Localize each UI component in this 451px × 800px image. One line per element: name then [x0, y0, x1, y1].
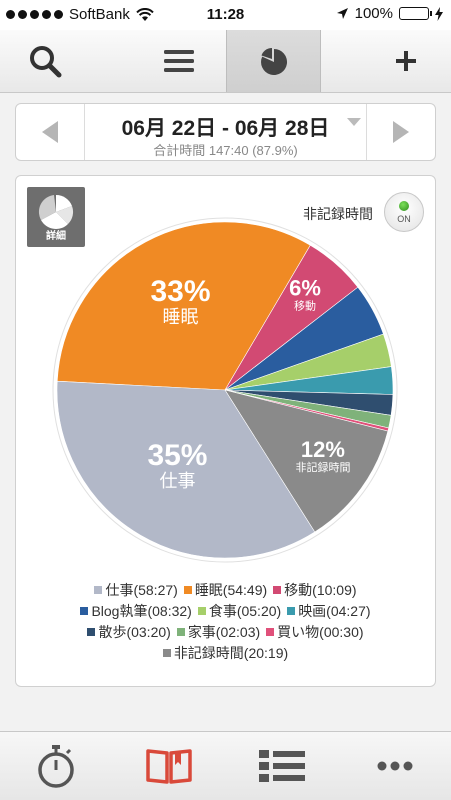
wifi-icon [136, 7, 154, 21]
toggle-state-label: ON [397, 214, 411, 224]
legend-row: Blog執筆(08:32) 食事(05:20) 映画(04:27) [16, 601, 435, 622]
legend-label: 仕事(58:27) [105, 582, 178, 598]
pie-percent-label-1: 6% [289, 275, 321, 300]
legend-swatch [80, 607, 89, 615]
bottom-tab-bar [0, 731, 451, 800]
legend-item: 仕事(58:27) [94, 580, 178, 600]
plus-icon [396, 51, 416, 71]
legend-row: 非記録時間(20:19) [16, 643, 435, 664]
legend-swatch [183, 586, 192, 594]
search-icon [30, 46, 62, 78]
previous-week-button[interactable] [16, 104, 85, 160]
legend-label: 買い物(00:30) [277, 624, 364, 640]
tab-log[interactable] [113, 732, 225, 800]
pie-percent-label-9: 35% [147, 439, 207, 472]
stopwatch-icon [38, 745, 74, 788]
legend-label: 睡眠(54:49) [194, 582, 268, 598]
tab-more[interactable] [339, 732, 451, 800]
pie-percent-label-8: 12% [301, 437, 345, 462]
triangle-right-icon [393, 121, 409, 143]
legend-row: 散歩(03:20) 家事(02:03) 買い物(00:30) [16, 622, 435, 643]
unrecorded-toggle[interactable]: ON [384, 192, 424, 232]
legend-label: 移動(10:09) [284, 582, 357, 598]
top-toolbar [0, 30, 451, 93]
pie-category-label-9: 仕事 [159, 471, 195, 492]
pie-slice-8[interactable] [224, 389, 389, 533]
legend-label: 食事(05:20) [208, 603, 282, 619]
book-icon [146, 749, 192, 784]
chart-legend: 仕事(58:27) 睡眠(54:49) 移動(10:09) Blog執筆(08:32)… [16, 580, 435, 664]
legend-item: 買い物(00:30) [266, 622, 364, 642]
tab-list[interactable] [226, 732, 338, 800]
date-range-selector: 06月 22日 - 06月 28日 合計時間 147:40 (87.9%) [15, 103, 436, 161]
pie-category-label-1: 移動 [294, 298, 316, 312]
legend-item: 散歩(03:20) [87, 622, 171, 642]
legend-swatch [87, 628, 96, 636]
toggle-led-icon [399, 201, 409, 211]
pie-slice-9[interactable] [56, 380, 316, 559]
chevron-down-icon[interactable] [347, 118, 361, 126]
detail-button-label: 詳細 [46, 231, 66, 242]
legend-row: 仕事(58:27) 睡眠(54:49) 移動(10:09) [16, 580, 435, 601]
legend-label: Blog執筆(08:32) [91, 603, 192, 619]
legend-label: 映画(04:27) [298, 603, 371, 619]
legend-item: 家事(02:03) [176, 622, 261, 642]
signal-dots-icon [6, 10, 63, 19]
pie-category-label-8: 非記録時間 [295, 460, 350, 474]
legend-item: 映画(04:27) [287, 601, 371, 621]
tab-timer[interactable] [0, 732, 112, 800]
chart-card: 33% 睡眠 6% 移動 12% 非記録時間 35% 仕事 詳細 非記録時間 ON 仕事(58… [15, 175, 436, 687]
battery-icon [399, 7, 432, 20]
legend-item: 非記録時間(20:19) [162, 643, 289, 663]
legend-item: 食事(05:20) [197, 601, 282, 621]
status-bar: SoftBank 11:28 100% [0, 0, 451, 30]
pie-chart-icon [260, 47, 287, 75]
list-icon [259, 750, 305, 782]
triangle-left-icon [42, 121, 58, 143]
charging-bolt-icon [435, 6, 443, 21]
battery-percent: 100% [354, 5, 393, 22]
legend-swatch [197, 607, 206, 615]
legend-swatch [94, 586, 103, 594]
chart-view-button[interactable] [226, 30, 321, 92]
legend-item: 睡眠(54:49) [183, 580, 268, 600]
pie-slice-0[interactable] [56, 221, 311, 391]
pie-category-label-0: 睡眠 [162, 307, 198, 328]
legend-item: 移動(10:09) [273, 580, 357, 600]
legend-label: 家事(02:03) [187, 624, 261, 640]
total-time-label: 合計時間 147:40 (87.9%) [153, 143, 298, 158]
pie-chart-icon [38, 194, 74, 229]
legend-label: 非記録時間(20:19) [173, 645, 289, 661]
legend-swatch [176, 628, 185, 636]
more-icon [377, 761, 413, 771]
unrecorded-toggle-label: 非記録時間 [303, 206, 373, 222]
status-right-group: 100% [336, 5, 443, 22]
location-arrow-icon [336, 8, 348, 19]
legend-label: 散歩(03:20) [98, 624, 171, 640]
legend-swatch [266, 628, 275, 636]
next-week-button[interactable] [366, 104, 435, 160]
pie-percent-label-0: 33% [150, 275, 210, 308]
carrier-group: SoftBank [6, 6, 154, 23]
legend-swatch [287, 607, 296, 615]
legend-swatch [162, 649, 171, 657]
menu-icon [164, 50, 194, 72]
search-button[interactable] [0, 30, 90, 92]
add-button[interactable] [361, 30, 451, 92]
detail-button[interactable]: 詳細 [27, 187, 85, 247]
legend-item: Blog執筆(08:32) [80, 601, 192, 621]
legend-swatch [273, 586, 282, 594]
date-range-label[interactable]: 06月 22日 - 06月 28日 [121, 117, 330, 140]
list-menu-button[interactable] [134, 30, 224, 92]
carrier-name: SoftBank [69, 6, 130, 23]
status-time: 11:28 [206, 6, 245, 23]
